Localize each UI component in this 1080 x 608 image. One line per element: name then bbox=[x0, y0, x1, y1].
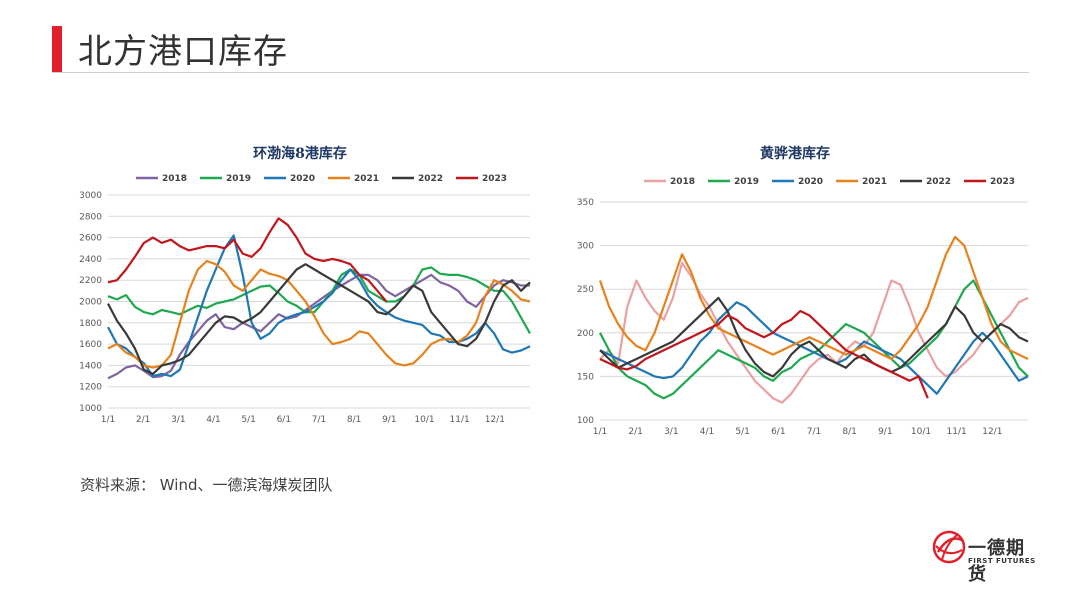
x-tick-2-1: 2/1 bbox=[136, 415, 150, 425]
legend-label-2020: 2020 bbox=[798, 177, 823, 187]
x-tick-6-1: 6/1 bbox=[771, 427, 785, 437]
legend-label-2022: 2022 bbox=[926, 177, 951, 187]
legend-label-2023: 2023 bbox=[482, 174, 507, 184]
x-tick-6-1: 6/1 bbox=[277, 415, 291, 425]
logo-globe-icon bbox=[932, 530, 966, 564]
series-line-2018 bbox=[599, 261, 1029, 404]
legend-label-2018: 2018 bbox=[670, 177, 695, 187]
chart-huanghua-port: 黄骅港库存 2018 2019 2020 2021 2022 2023 100 150 200 25… bbox=[577, 145, 1029, 437]
legend-label-2019: 2019 bbox=[226, 174, 251, 184]
chart-title: 黄骅港库存 bbox=[760, 145, 830, 162]
logo-text-cn: 一德期货 bbox=[968, 538, 1025, 585]
company-logo: 一德期货 FIRST FUTURES bbox=[932, 530, 1042, 585]
x-tick-3-1: 3/1 bbox=[171, 415, 185, 425]
y-tick-2200: 2200 bbox=[79, 276, 102, 286]
series-line-2022 bbox=[107, 263, 531, 375]
legend-label-2021: 2021 bbox=[354, 174, 379, 184]
y-tick-150: 150 bbox=[577, 372, 594, 382]
y-tick-200: 200 bbox=[577, 329, 594, 339]
series-line-2023 bbox=[599, 309, 929, 399]
legend-label-2022: 2022 bbox=[418, 174, 443, 184]
x-tick-9-1: 9/1 bbox=[878, 427, 892, 437]
y-tick-300: 300 bbox=[577, 242, 594, 252]
y-tick-1200: 1200 bbox=[79, 383, 102, 393]
x-tick-3-1: 3/1 bbox=[664, 427, 678, 437]
x-tick-5-1: 5/1 bbox=[241, 415, 255, 425]
y-tick-1800: 1800 bbox=[79, 319, 102, 329]
y-tick-100: 100 bbox=[577, 416, 594, 426]
series-line-2021 bbox=[598, 235, 1029, 361]
logo-text-en: FIRST FUTURES bbox=[968, 557, 1036, 565]
y-tick-2600: 2600 bbox=[79, 234, 102, 244]
legend-label-2019: 2019 bbox=[734, 177, 759, 187]
chart-title: 环渤海8港库存 bbox=[253, 145, 347, 162]
legend-label-2021: 2021 bbox=[862, 177, 887, 187]
x-tick-10-1: 10/1 bbox=[911, 427, 931, 437]
x-tick-11-1: 11/1 bbox=[947, 427, 967, 437]
title-divider bbox=[52, 72, 1029, 73]
x-tick-4-1: 4/1 bbox=[700, 427, 714, 437]
y-tick-3000: 3000 bbox=[79, 191, 102, 201]
legend-label-2020: 2020 bbox=[290, 174, 315, 184]
chart-bohai-8-ports: 环渤海8港库存 2018 2019 2020 2021 2022 2023 1000 1200 1… bbox=[79, 145, 531, 425]
x-tick-5-1: 5/1 bbox=[735, 427, 749, 437]
x-tick-9-1: 9/1 bbox=[382, 415, 396, 425]
x-tick-8-1: 8/1 bbox=[347, 415, 361, 425]
y-tick-1000: 1000 bbox=[79, 404, 102, 414]
y-tick-1400: 1400 bbox=[79, 361, 102, 371]
series-line-2022 bbox=[599, 296, 1029, 378]
x-tick-1-1: 1/1 bbox=[593, 427, 607, 437]
x-tick-7-1: 7/1 bbox=[807, 427, 821, 437]
x-tick-2-1: 2/1 bbox=[628, 427, 642, 437]
x-tick-10-1: 10/1 bbox=[414, 415, 434, 425]
y-tick-2800: 2800 bbox=[79, 212, 102, 222]
x-tick-8-1: 8/1 bbox=[842, 427, 856, 437]
x-tick-4-1: 4/1 bbox=[206, 415, 220, 425]
series-line-2018 bbox=[107, 273, 530, 380]
legend-label-2023: 2023 bbox=[990, 177, 1015, 187]
page-title: 北方港口库存 bbox=[78, 32, 288, 72]
y-tick-350: 350 bbox=[577, 198, 594, 208]
series-line-2020 bbox=[599, 301, 1029, 395]
y-tick-2400: 2400 bbox=[79, 255, 102, 265]
x-tick-7-1: 7/1 bbox=[312, 415, 326, 425]
title-accent-bar bbox=[52, 26, 62, 72]
x-tick-12-1: 12/1 bbox=[485, 415, 505, 425]
y-tick-2000: 2000 bbox=[79, 298, 102, 308]
source-note: 资料来源： Wind、一德滨海煤炭团队 bbox=[80, 476, 333, 494]
series-line-2021 bbox=[107, 259, 531, 369]
y-tick-1600: 1600 bbox=[79, 340, 102, 350]
series-line-2019 bbox=[107, 266, 531, 334]
x-tick-11-1: 11/1 bbox=[450, 415, 470, 425]
legend-label-2018: 2018 bbox=[162, 174, 187, 184]
y-tick-250: 250 bbox=[577, 285, 594, 295]
x-tick-1-1: 1/1 bbox=[101, 415, 115, 425]
series-line-2023 bbox=[107, 217, 388, 303]
x-tick-12-1: 12/1 bbox=[982, 427, 1002, 437]
